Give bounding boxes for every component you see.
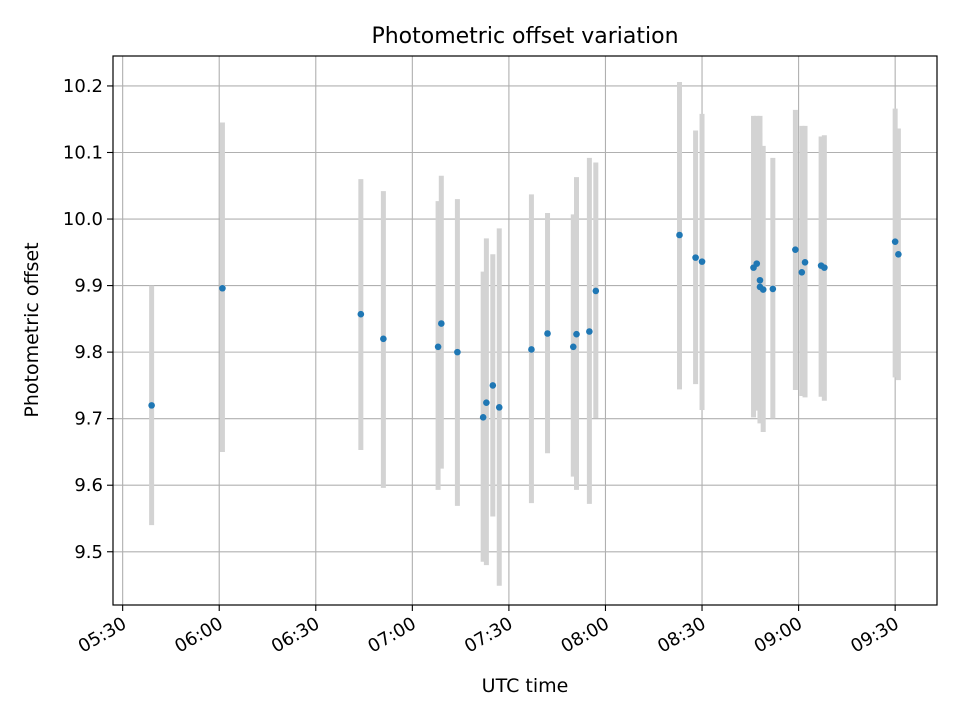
y-tick-label: 9.5	[74, 542, 103, 563]
data-point	[756, 276, 764, 284]
data-point	[821, 264, 828, 271]
chart-title: Photometric offset variation	[371, 24, 678, 49]
data-point	[544, 330, 551, 337]
x-axis-label: UTC time	[482, 675, 569, 697]
data-point	[895, 251, 902, 258]
plot-frame	[112, 55, 938, 606]
x-tick-label: 09:30	[847, 613, 902, 657]
x-tick-label: 07:00	[364, 613, 419, 657]
data-point	[759, 286, 767, 293]
data-point	[801, 258, 809, 266]
data-point	[676, 231, 683, 239]
data-point	[891, 238, 899, 245]
data-point	[489, 382, 497, 389]
y-tick-label: 10.0	[63, 209, 103, 230]
data-point	[495, 404, 503, 411]
x-axis-ticks: 05:30 06:00 06:30 07:00 07:30 08:00 08:30 09:00…	[75, 605, 903, 657]
data-point	[483, 399, 490, 407]
data-point	[219, 284, 226, 292]
y-tick-label: 9.7	[74, 409, 103, 430]
x-tick-label: 06:00	[171, 613, 226, 657]
x-tick-label: 06:30	[268, 613, 323, 657]
data-points	[148, 231, 902, 421]
data-point	[454, 348, 461, 356]
y-tick-label: 10.1	[63, 142, 103, 163]
data-point	[769, 285, 777, 293]
y-tick-label: 9.8	[74, 342, 103, 363]
data-point	[528, 346, 535, 353]
data-point	[586, 328, 593, 335]
data-point	[479, 414, 487, 421]
error-bars	[149, 81, 901, 586]
y-tick-label: 10.2	[63, 76, 103, 97]
y-axis-ticks: 9.5 9.6 9.7 9.8 9.9 10.0 10.1 10.2	[63, 76, 113, 563]
x-tick-label: 08:30	[654, 613, 709, 657]
y-axis-label: Photometric offset	[21, 242, 43, 417]
data-point	[792, 246, 799, 253]
data-point	[357, 310, 365, 318]
grid	[113, 56, 937, 605]
x-tick-label: 08:00	[558, 613, 613, 657]
data-point	[438, 320, 445, 327]
y-tick-label: 9.6	[74, 475, 103, 496]
data-point	[573, 330, 580, 338]
x-tick-label: 05:30	[75, 613, 130, 657]
data-point	[380, 335, 387, 343]
data-point	[148, 402, 155, 409]
y-tick-label: 9.9	[74, 276, 103, 297]
data-point	[592, 287, 600, 295]
x-tick-label: 09:00	[751, 613, 806, 657]
data-point	[698, 258, 706, 265]
data-point	[434, 343, 442, 351]
data-point	[753, 260, 761, 267]
data-point	[798, 268, 806, 276]
data-point	[692, 254, 699, 261]
data-point	[569, 343, 577, 351]
x-tick-label: 07:30	[461, 613, 516, 657]
